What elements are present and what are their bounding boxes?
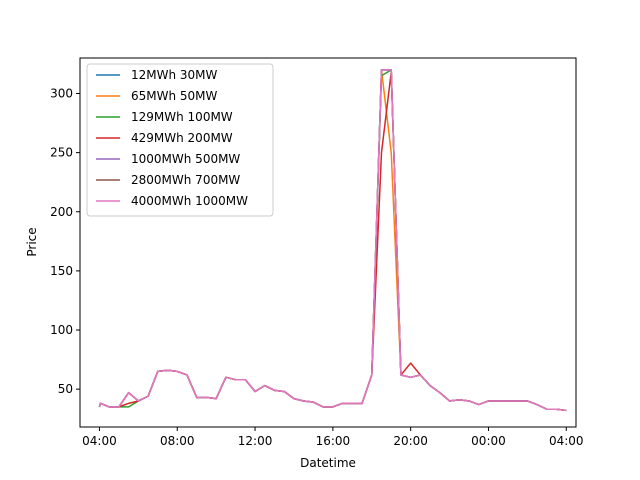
x-tick-label: 04:00 (82, 434, 117, 448)
legend-label-5: 1000MWh 500MW (131, 152, 240, 166)
legend-label-1: 12MWh 30MW (131, 68, 218, 82)
x-tick-label: 12:00 (238, 434, 273, 448)
x-axis-ticks: 04:00 08:00 12:00 16:00 20:00 00:00 04:00 (82, 427, 584, 448)
series-line-7 (98, 69, 567, 412)
y-axis-ticks: 50 100 150 200 250 300 (50, 86, 80, 396)
axes-frame (79, 57, 577, 428)
legend-label-7: 4000MWh 1000MW (131, 194, 248, 208)
x-tick-label: 00:00 (471, 434, 506, 448)
x-tick-label: 04:00 (549, 434, 584, 448)
y-axis-label: Price (25, 227, 39, 256)
y-tick-label: 300 (50, 86, 73, 100)
legend-label-2: 65MWh 50MW (131, 89, 218, 103)
y-tick-label: 150 (50, 264, 73, 278)
series-layer (98, 69, 567, 412)
x-tick-label: 16:00 (316, 434, 351, 448)
legend-label-4: 429MWh 200MW (131, 131, 233, 145)
x-axis-label: Datetime (300, 456, 356, 470)
x-tick-label: 20:00 (393, 434, 428, 448)
legend-label-3: 129MWh 100MW (131, 110, 233, 124)
legend-label-6: 2800MWh 700MW (131, 173, 240, 187)
y-tick-label: 250 (50, 146, 73, 160)
y-tick-label: 100 (50, 323, 73, 337)
y-tick-label: 200 (50, 205, 73, 219)
x-tick-label: 08:00 (160, 434, 195, 448)
legend-box (86, 63, 274, 217)
legend: 12MWh 30MW 65MWh 50MW 129MWh 100MW 429MWh 2… (86, 63, 274, 217)
y-tick-label: 50 (58, 382, 73, 396)
